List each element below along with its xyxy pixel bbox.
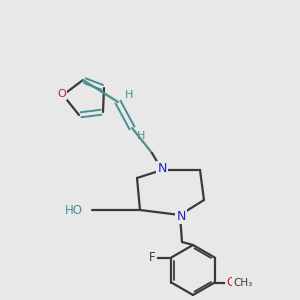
- Text: H: H: [137, 131, 145, 141]
- Text: N: N: [176, 209, 186, 223]
- Text: CH₃: CH₃: [233, 278, 252, 289]
- Text: N: N: [157, 163, 167, 176]
- Text: N: N: [157, 163, 167, 176]
- Text: O: O: [226, 276, 235, 289]
- Text: H: H: [125, 90, 133, 100]
- Text: N: N: [176, 209, 186, 223]
- Text: N: N: [157, 163, 167, 176]
- Text: O: O: [58, 89, 66, 99]
- Text: F: F: [149, 251, 156, 264]
- Text: N: N: [176, 209, 186, 223]
- Text: HO: HO: [65, 203, 83, 217]
